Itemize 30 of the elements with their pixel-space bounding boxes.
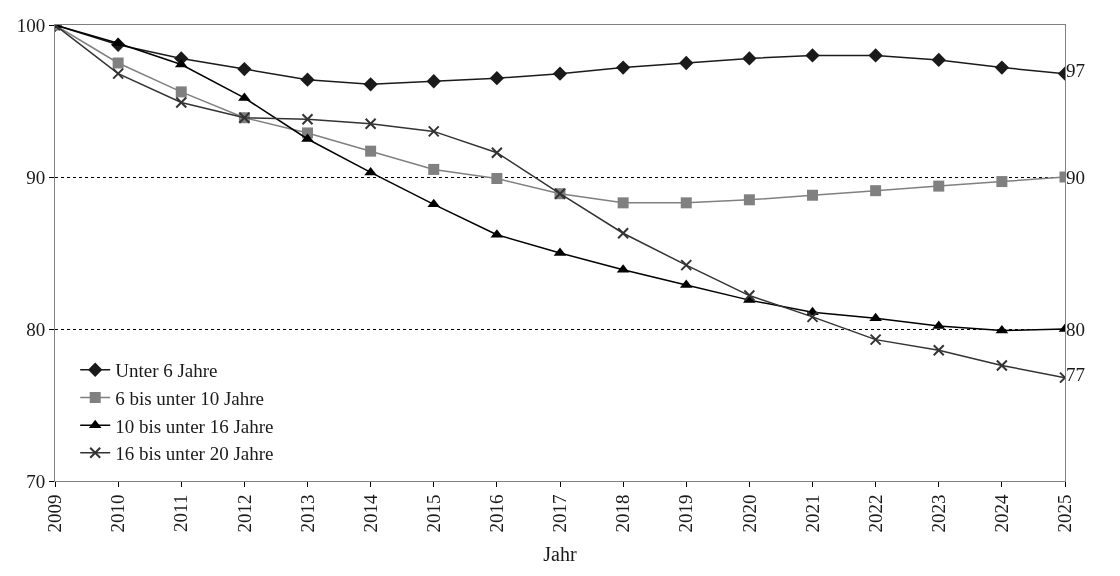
x-tick-label: 2021 <box>801 494 823 533</box>
y-tick-label: 100 <box>16 14 46 36</box>
x-tick-label: 2016 <box>486 494 508 533</box>
x-tick-label: 2024 <box>991 494 1013 533</box>
x-tick-label: 2014 <box>359 494 381 533</box>
legend-label: 6 bis unter 10 Jahre <box>115 387 265 409</box>
x-tick-label: 2025 <box>1054 494 1076 533</box>
x-tick-label: 2023 <box>927 494 949 533</box>
x-axis-title: Jahr <box>543 543 577 566</box>
y-tick-label: 80 <box>26 318 46 340</box>
x-tick-label: 2011 <box>170 494 192 532</box>
x-tick-label: 2017 <box>549 494 571 533</box>
y2-tick-label: 77 <box>1066 364 1085 386</box>
y-tick-label: 90 <box>26 166 46 188</box>
y2-tick-label: 90 <box>1066 166 1085 188</box>
x-tick-label: 2015 <box>422 494 444 533</box>
x-tick-label: 2009 <box>44 494 66 533</box>
x-tick-label: 2013 <box>296 494 318 533</box>
legend-label: 10 bis unter 16 Jahre <box>115 415 274 437</box>
x-tick-label: 2010 <box>107 494 129 533</box>
x-tick-label: 2012 <box>233 494 255 533</box>
x-tick-label: 2020 <box>738 494 760 533</box>
y-tick-label: 70 <box>26 470 46 492</box>
y2-tick-label: 97 <box>1066 60 1085 82</box>
legend-label: 16 bis unter 20 Jahre <box>115 443 274 465</box>
legend-label: Unter 6 Jahre <box>115 360 218 382</box>
x-tick-label: 2022 <box>864 494 886 533</box>
x-tick-label: 2019 <box>675 494 697 533</box>
y2-tick-label: 80 <box>1066 318 1085 340</box>
x-tick-label: 2018 <box>612 494 634 533</box>
